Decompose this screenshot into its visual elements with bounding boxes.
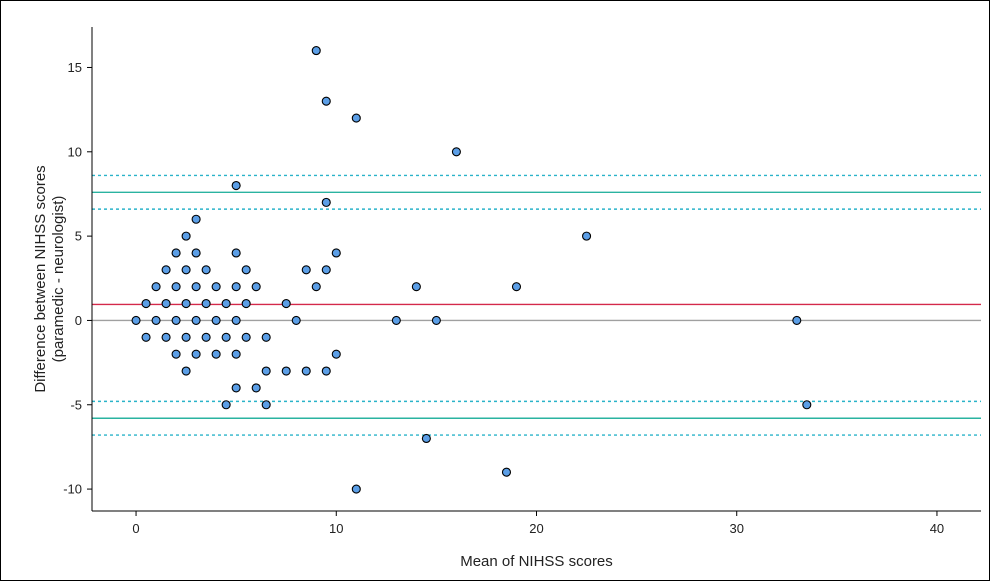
data-point [191,214,201,224]
data-point [181,265,191,275]
data-point [181,231,191,241]
data-point [311,46,321,56]
x-axis-title: Mean of NIHSS scores [460,553,613,570]
data-point [391,315,401,325]
x-tick-label: 10 [329,521,343,536]
data-point [411,282,421,292]
data-point [181,332,191,342]
data-point [451,147,461,157]
y-tick-label: 0 [75,313,82,328]
data-point [161,332,171,342]
data-point [211,282,221,292]
data-point [201,265,211,275]
data-point [321,366,331,376]
x-tick-label: 20 [529,521,543,536]
data-point [191,315,201,325]
data-point [802,400,812,410]
data-point [281,299,291,309]
data-point [241,265,251,275]
y-tick-label: 15 [68,60,82,75]
data-point [161,299,171,309]
data-point [171,282,181,292]
data-point [241,299,251,309]
data-point [221,299,231,309]
data-point [201,299,211,309]
data-point [171,248,181,258]
data-point [231,315,241,325]
data-point [231,248,241,258]
data-point [191,349,201,359]
x-tick-label: 40 [930,521,944,536]
tick-labels: 0 10 20 30 40 -10 -5 0 5 10 15 [63,60,944,536]
data-point [431,315,441,325]
y-tick-label: -10 [63,482,82,497]
data-point [181,299,191,309]
data-point [231,349,241,359]
x-tick-label: 0 [132,521,139,536]
data-point [421,433,431,444]
data-point [261,366,271,376]
axes [87,27,981,516]
data-point [321,197,331,207]
y-axis-title-line2: (paramedic - neurologist) [50,196,67,363]
data-point [231,282,241,292]
y-tick-label: 5 [75,229,82,244]
data-point [221,332,231,342]
data-point [171,349,181,359]
data-point [311,282,321,292]
data-point [131,315,141,325]
data-point [351,484,361,494]
data-point [181,366,191,376]
data-point [511,282,522,292]
y-tick-label: -5 [70,397,82,412]
x-tick-label: 30 [729,521,743,536]
data-point [151,315,161,325]
data-point [501,467,512,477]
data-point [191,248,201,258]
data-point [221,400,231,410]
data-point [321,96,331,106]
data-point [281,366,291,376]
y-axis-title-line1: Difference between NIHSS scores [32,165,49,392]
data-point [191,282,201,292]
data-point [251,383,261,393]
data-point [792,315,802,325]
data-point [171,315,181,325]
data-point [241,332,251,342]
data-point [251,282,261,292]
y-tick-label: 10 [68,144,82,159]
data-point [301,265,311,275]
data-point [211,315,221,325]
data-point [301,366,311,376]
reference-lines [92,174,981,436]
data-point [141,299,151,309]
data-point [331,349,341,359]
data-point [351,113,361,123]
data-point [151,282,161,292]
data-point [291,315,301,325]
data-point [231,180,241,191]
data-point [201,332,211,342]
data-point [211,349,221,359]
data-point [582,231,592,241]
data-point [261,400,271,410]
data-points [131,46,812,494]
data-point [231,383,241,393]
data-point [331,248,341,258]
data-point [141,332,151,342]
data-point [161,265,171,275]
data-point [261,332,271,342]
data-point [321,265,331,275]
